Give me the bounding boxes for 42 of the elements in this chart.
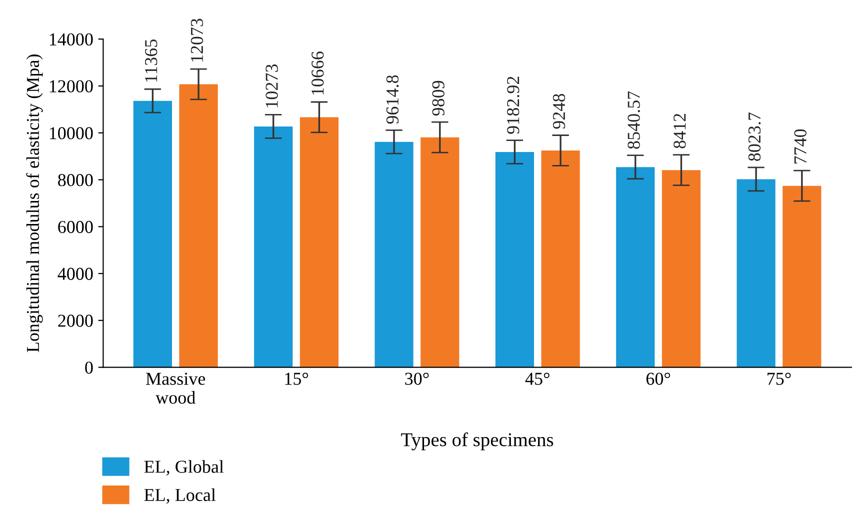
- bar: [254, 126, 293, 368]
- bar: [662, 170, 701, 368]
- x-tick-label: 45°: [525, 372, 550, 385]
- data-label: 7740: [794, 129, 806, 164]
- data-label: 9248: [552, 94, 566, 129]
- y-tick-label: 12000: [50, 80, 93, 92]
- data-label: 9614.8: [386, 75, 399, 124]
- data-label: 10666: [312, 52, 324, 95]
- bar: [495, 152, 534, 368]
- bar: [736, 179, 776, 368]
- y-tick-label: 2000: [58, 314, 93, 327]
- y-tick-label: 8000: [58, 174, 93, 186]
- data-label: 8540.57: [628, 91, 640, 149]
- x-tick-label: 60°: [646, 372, 670, 385]
- bar: [179, 84, 218, 368]
- x-axis-title: Types of specimens: [401, 432, 554, 450]
- y-tick-label: 0: [85, 362, 93, 374]
- y-tick-label: 6000: [58, 220, 93, 234]
- bar: [541, 150, 580, 368]
- data-label: 9182.92: [507, 76, 520, 134]
- x-tick-label: 30°: [405, 372, 429, 385]
- data-label: 9809: [432, 80, 444, 116]
- bar: [782, 186, 822, 368]
- x-tick-label: 75°: [768, 372, 791, 385]
- y-tick-label: 14000: [50, 33, 93, 46]
- data-label: 12073: [190, 18, 204, 62]
- legend-label: EL, Global: [144, 460, 224, 476]
- bar: [374, 142, 414, 368]
- bar: [616, 167, 655, 368]
- data-label: 8412: [674, 114, 686, 148]
- y-axis-title: Longitudinal modulus of elasticity (Mpa): [26, 54, 43, 352]
- y-tick-label: 4000: [58, 268, 93, 280]
- legend-label: EL, Local: [144, 488, 216, 504]
- bar: [133, 100, 172, 368]
- bar: [300, 117, 339, 368]
- x-tick-label: Massive wood: [146, 372, 206, 404]
- x-tick-label: 15°: [285, 372, 308, 385]
- data-label: 10273: [266, 64, 278, 108]
- data-label: 11365: [145, 40, 158, 82]
- data-label: 8023.7: [748, 112, 761, 161]
- bar: [420, 137, 460, 368]
- y-tick-label: 10000: [50, 127, 93, 140]
